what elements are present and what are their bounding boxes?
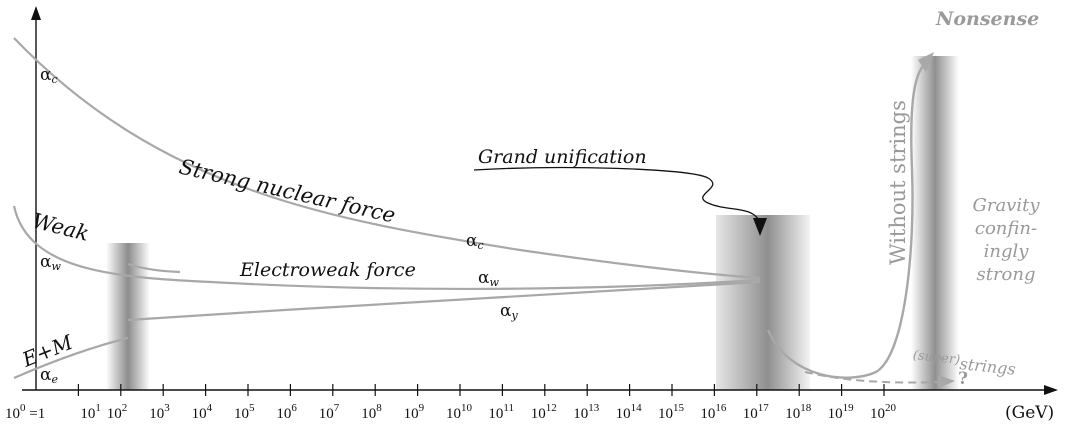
x-tick-label: 1014 xyxy=(616,402,643,422)
x-tick-label: 1017 xyxy=(743,402,770,422)
gravity-label-line4: strong xyxy=(976,264,1035,285)
planck-scale-band xyxy=(911,56,959,390)
gravity-label-line1: Gravity xyxy=(972,195,1040,216)
superstrings-arrowhead xyxy=(938,375,955,388)
grand-unification-band xyxy=(716,215,810,390)
superstrings-label: (super)strings xyxy=(912,348,1017,379)
alpha-e-label: αe xyxy=(40,365,58,386)
without-strings-label: Without strings xyxy=(886,100,910,265)
x-tick-label: 1020 xyxy=(870,402,897,422)
x-axis-ticks xyxy=(77,384,885,396)
x-tick-label: 109 xyxy=(404,402,425,422)
x-axis-arrow xyxy=(1044,385,1058,395)
hypercharge-coupling-curve xyxy=(127,280,761,322)
gravity-label-line2: confin- xyxy=(975,218,1037,239)
em-coupling-curve xyxy=(13,336,129,380)
without-strings-arrowhead xyxy=(918,52,934,72)
electroweak-force-label: Electroweak force xyxy=(239,259,416,281)
x-tick-label: 104 xyxy=(192,402,213,422)
x-tick-label: 1018 xyxy=(785,402,812,422)
strong-force-label: Strong nuclear force xyxy=(177,154,398,227)
x-tick-label: 1015 xyxy=(658,402,685,422)
x-tick-label: 1019 xyxy=(828,402,855,422)
grand-unification-pointer xyxy=(473,166,761,223)
x-tick-label: 102 xyxy=(107,402,128,422)
x-axis-tick-labels: 100 =1 101 102 103 104 105 106 107 108 109 1010 101… xyxy=(5,402,897,422)
x-tick-label: 101 xyxy=(80,402,101,422)
x-tick-label: 1016 xyxy=(700,402,727,422)
x-tick-label: 1011 xyxy=(488,402,514,422)
x-tick-label: 1013 xyxy=(573,402,600,422)
alpha-y-label: αy xyxy=(500,301,518,322)
gravity-label-line3: ingly xyxy=(984,241,1030,262)
grand-unification-label: Grand unification xyxy=(478,146,647,168)
strong-coupling-curve xyxy=(13,37,761,280)
grand-unification-arrowhead xyxy=(753,218,767,236)
x-tick-label: 108 xyxy=(361,402,382,422)
x-tick-label: 100 =1 xyxy=(5,402,45,422)
weak-coupling-curve xyxy=(12,205,761,291)
question-mark: ? xyxy=(958,369,968,389)
x-tick-label: 106 xyxy=(276,402,297,422)
x-tick-label: 105 xyxy=(234,402,255,422)
nonsense-label: Nonsense xyxy=(935,8,1039,30)
y-axis-arrow xyxy=(31,6,41,20)
alpha-c-right-label: αc xyxy=(466,231,484,252)
weak-label: Weak xyxy=(30,209,92,246)
superstrings-curve xyxy=(804,371,941,384)
x-axis-unit: (GeV) xyxy=(1005,403,1054,423)
x-tick-label: 1010 xyxy=(446,402,473,422)
x-tick-label: 107 xyxy=(319,402,340,422)
x-tick-label: 1012 xyxy=(531,402,557,422)
alpha-w-right-label: αw xyxy=(478,268,499,289)
x-tick-label: 103 xyxy=(149,402,170,422)
alpha-w-left-label: αw xyxy=(40,252,61,273)
electroweak-split-curve xyxy=(127,262,181,274)
alpha-c-top-label: αc xyxy=(40,65,58,86)
